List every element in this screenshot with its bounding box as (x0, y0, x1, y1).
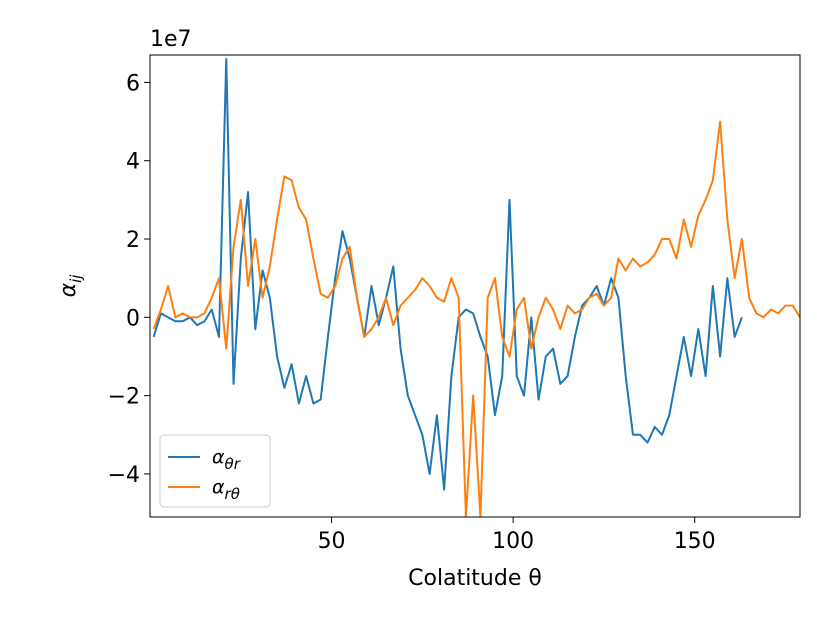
y-tick-label: 4 (126, 150, 140, 175)
x-tick-label: 50 (318, 529, 346, 554)
plot-area (152, 57, 800, 517)
y-axis-label: αij (56, 274, 85, 298)
series-line (152, 120, 800, 517)
x-axis-label: Colatitude θ (408, 566, 542, 591)
y-tick-label: 2 (126, 228, 140, 253)
series-line (152, 57, 743, 491)
legend-box (159, 434, 271, 508)
legend-label: αθr (212, 446, 241, 473)
x-tick-label: 150 (674, 529, 716, 554)
offset-label: 1e7 (150, 27, 192, 52)
plot-frame (149, 54, 801, 518)
x-tick-label: 100 (492, 529, 534, 554)
y-tick-label: −2 (108, 385, 140, 410)
legend-label: αrθ (212, 476, 240, 503)
y-tick-label: 6 (126, 71, 140, 96)
y-tick-label: 0 (126, 306, 140, 331)
y-tick-label: −4 (108, 463, 140, 488)
